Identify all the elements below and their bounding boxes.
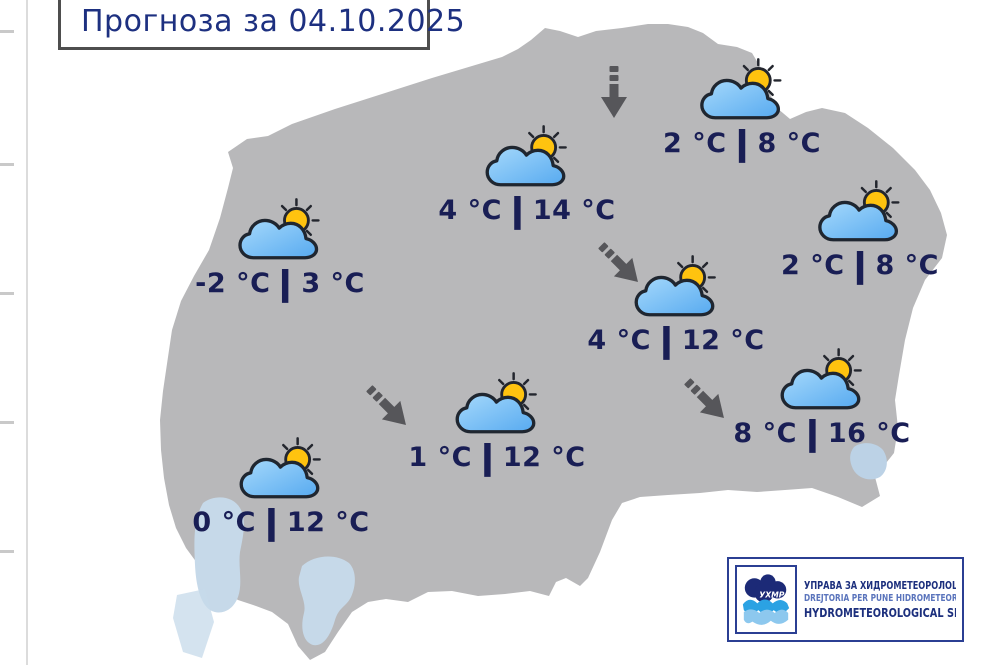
temp-high: 14 °C xyxy=(532,194,616,226)
partly-cloudy-icon xyxy=(818,180,900,242)
temp-low: 2 °C xyxy=(663,127,727,159)
temp-separator: | xyxy=(849,246,871,286)
temperature-label: 1 °C | 12 °C xyxy=(408,438,586,478)
country-outline xyxy=(160,24,947,660)
station: 2 °C | 8 °C xyxy=(663,58,821,164)
partly-cloudy-icon xyxy=(455,372,537,434)
temp-low: 4 °C xyxy=(438,194,502,226)
partly-cloudy-icon xyxy=(700,58,782,120)
org-logo: УХМР УПРАВА ЗА ХИДРОМЕТЕОРОЛОШКИ РАБОТИ … xyxy=(727,557,964,642)
temp-high: 3 °C xyxy=(301,267,365,299)
temp-separator: | xyxy=(801,414,824,454)
temp-low: 4 °C xyxy=(587,324,651,356)
station: 4 °C | 12 °C xyxy=(587,255,765,361)
temp-high: 8 °C xyxy=(757,127,821,159)
partly-cloudy-icon xyxy=(239,437,321,499)
temp-separator: | xyxy=(260,503,283,543)
lake-prespa xyxy=(298,556,355,646)
temperature-label: 4 °C | 12 °C xyxy=(587,321,765,361)
title-box: Прогноза за 04.10.2025 xyxy=(58,0,465,50)
temperature-label: 2 °C | 8 °C xyxy=(781,246,939,286)
org-name-block: УПРАВА ЗА ХИДРОМЕТЕОРОЛОШКИ РАБОТИ DREJT… xyxy=(804,580,956,620)
ruler-tick xyxy=(0,292,14,295)
temp-separator: | xyxy=(655,321,678,361)
station: 1 °C | 12 °C xyxy=(408,372,586,478)
uhmr-abbr: УХМР xyxy=(759,591,785,600)
temp-high: 12 °C xyxy=(681,324,765,356)
temperature-label: 0 °C | 12 °C xyxy=(192,503,370,543)
uhmr-emblem-icon: УХМР xyxy=(742,574,790,625)
temp-separator: | xyxy=(731,124,753,164)
temperature-label: 2 °C | 8 °C xyxy=(663,124,821,164)
temp-low: 8 °C xyxy=(733,417,797,449)
org-name-en: HYDROMETEOROLOGICAL SERVICE xyxy=(804,604,956,620)
station: 8 °C | 16 °C xyxy=(733,348,911,454)
ruler-line xyxy=(26,0,28,665)
org-name-mk: УПРАВА ЗА ХИДРОМЕТЕОРОЛОШКИ РАБОТИ xyxy=(804,579,956,592)
temperature-label: 8 °C | 16 °C xyxy=(733,414,911,454)
partly-cloudy-icon xyxy=(780,348,862,410)
partly-cloudy-icon xyxy=(485,125,567,187)
temp-high: 16 °C xyxy=(827,417,911,449)
ruler-tick xyxy=(0,30,14,33)
station: 2 °C | 8 °C xyxy=(781,180,939,286)
ruler-tick xyxy=(0,550,14,553)
partly-cloudy-icon xyxy=(238,198,320,260)
org-name-sq: DREJTORIA PËR PUNË HIDROMETEOROLOGJIKE xyxy=(804,592,956,604)
ruler-tick xyxy=(0,421,14,424)
page-title: Прогноза за 04.10.2025 xyxy=(81,3,466,39)
temp-low: 0 °C xyxy=(192,506,256,538)
partly-cloudy-icon xyxy=(634,255,716,317)
temp-separator: | xyxy=(274,264,297,304)
temp-separator: | xyxy=(506,191,529,231)
temp-low: -2 °C xyxy=(195,267,271,299)
temp-low: 2 °C xyxy=(781,249,845,281)
temperature-label: -2 °C | 3 °C xyxy=(195,264,365,304)
lake-ohrid xyxy=(194,497,244,613)
uhmr-emblem: УХМР xyxy=(735,565,797,634)
lake-ohrid-south xyxy=(173,589,214,658)
temp-high: 8 °C xyxy=(875,249,939,281)
temp-separator: | xyxy=(476,438,499,478)
temperature-label: 4 °C | 14 °C xyxy=(438,191,616,231)
lake-dojran xyxy=(850,443,887,480)
temp-high: 12 °C xyxy=(502,441,586,473)
ruler-tick xyxy=(0,163,14,166)
station: -2 °C | 3 °C xyxy=(195,198,365,304)
temp-high: 12 °C xyxy=(286,506,370,538)
temp-low: 1 °C xyxy=(408,441,472,473)
wind-arrow-south-icon xyxy=(601,66,627,118)
station: 0 °C | 12 °C xyxy=(192,437,370,543)
station: 4 °C | 14 °C xyxy=(438,125,616,231)
